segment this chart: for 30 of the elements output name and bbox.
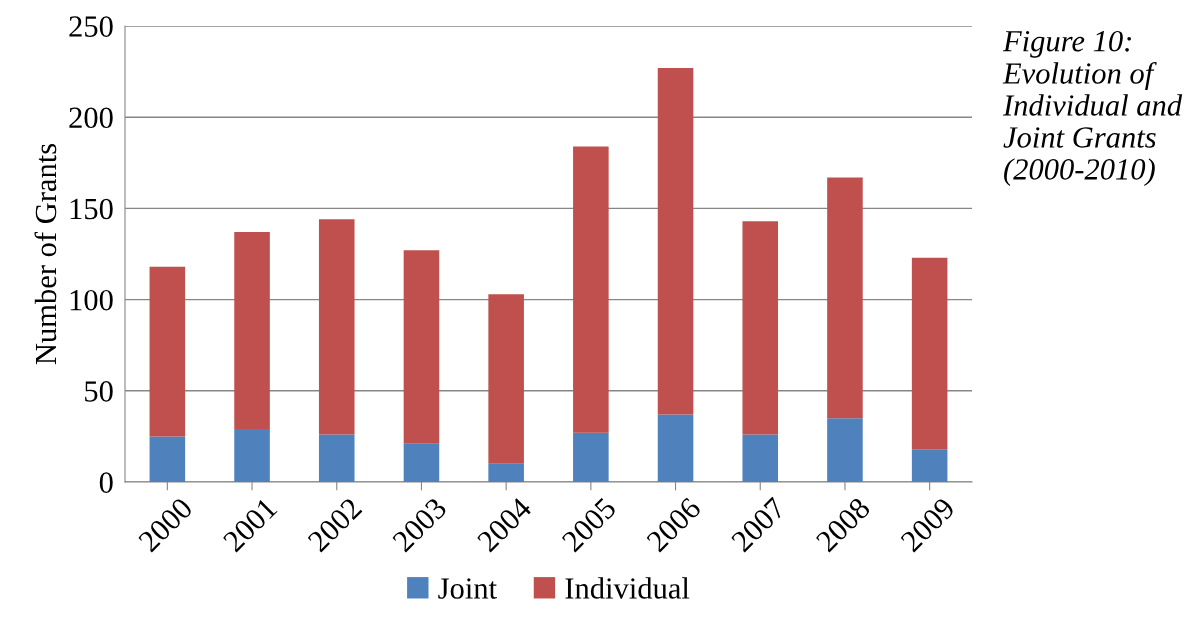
bar	[234, 232, 270, 430]
legend-label: Joint	[438, 578, 497, 599]
caption: Figure 10: Evolution of Individual and Joint Grants (2000-2010)	[1002, 30, 1183, 186]
bar	[742, 434, 779, 482]
bar	[573, 146, 609, 433]
y-tick-label: 0	[99, 472, 113, 493]
y-tick-label: 100	[70, 289, 113, 311]
y-tick-label: 200	[69, 107, 113, 129]
bar	[827, 418, 863, 482]
bar	[827, 177, 863, 419]
bar	[149, 266, 186, 437]
legend-label: Individual	[565, 577, 690, 599]
bar	[318, 434, 355, 482]
bar	[403, 250, 440, 444]
bar	[657, 414, 694, 482]
bar	[234, 429, 270, 482]
bar	[488, 294, 524, 464]
bar	[742, 221, 779, 435]
y-tick-label: 150	[70, 198, 113, 220]
bar	[318, 219, 355, 435]
bar	[573, 432, 609, 482]
bar	[911, 449, 948, 482]
y-tick-label: 50	[85, 381, 113, 402]
bar	[911, 257, 948, 450]
bar	[657, 67, 694, 415]
bar	[149, 436, 186, 482]
bar	[403, 443, 440, 482]
bar	[488, 463, 524, 482]
y-tick-label: 250	[69, 16, 113, 37]
y-axis-title: Number of Grants	[34, 143, 57, 365]
